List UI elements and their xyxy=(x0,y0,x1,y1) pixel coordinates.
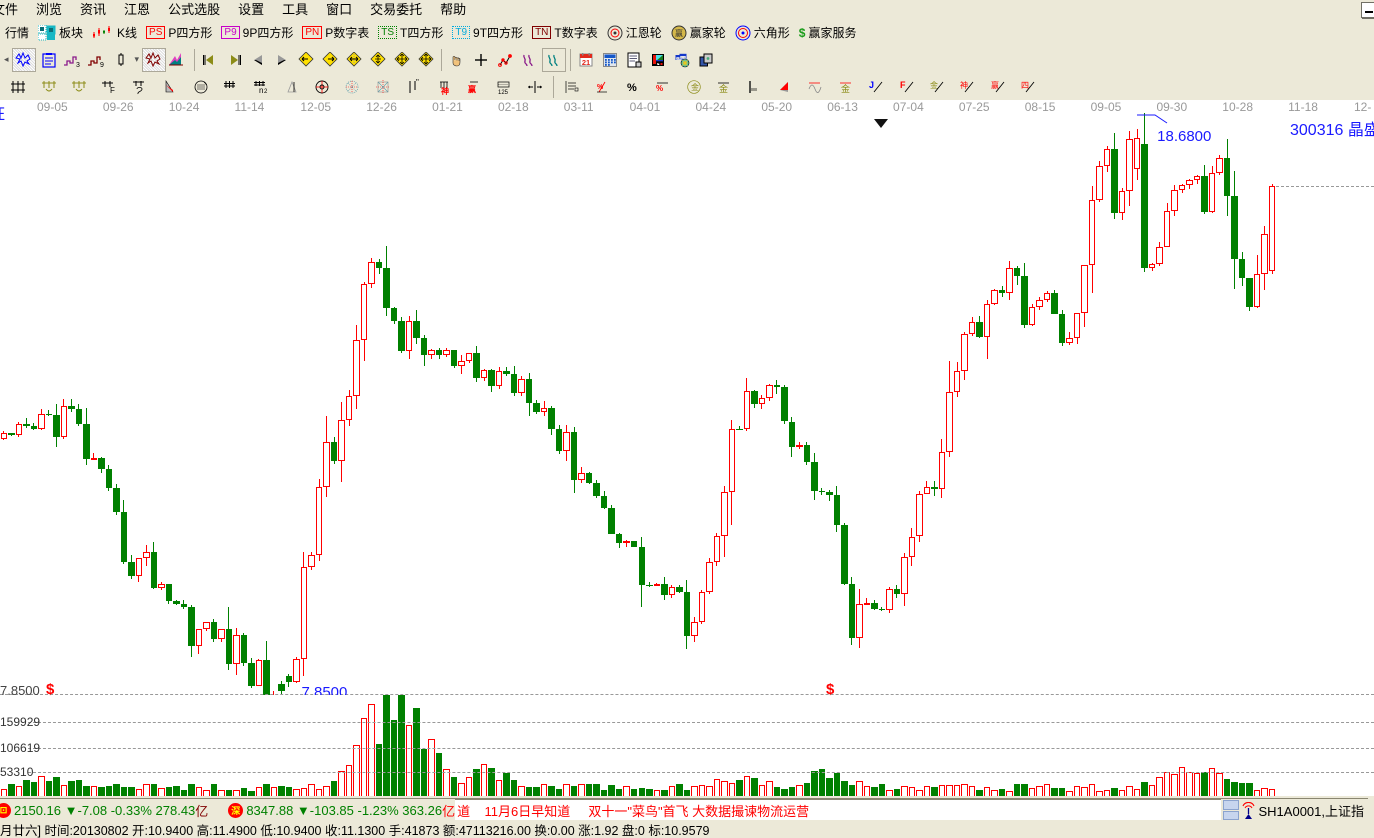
svg-text:金: 金 xyxy=(691,82,699,92)
svg-text:3: 3 xyxy=(76,62,80,68)
svg-text:125: 125 xyxy=(498,90,509,95)
svg-text:赢: 赢 xyxy=(675,28,683,38)
svg-text:9: 9 xyxy=(100,62,104,68)
svg-text:": " xyxy=(416,79,419,87)
svg-text:金: 金 xyxy=(930,80,938,90)
svg-text:%: % xyxy=(597,84,604,91)
svg-text:赢: 赢 xyxy=(468,84,476,94)
svg-text:2: 2 xyxy=(264,89,268,95)
svg-text:四: 四 xyxy=(1021,81,1029,90)
svg-text:金: 金 xyxy=(719,83,728,94)
svg-text:神: 神 xyxy=(960,80,968,90)
svg-text:%: % xyxy=(656,84,663,93)
svg-text:n: n xyxy=(259,86,263,95)
svg-text:J: J xyxy=(869,80,874,90)
svg-text:金: 金 xyxy=(841,83,850,94)
svg-text:F: F xyxy=(110,86,115,95)
svg-text:%: % xyxy=(627,82,637,94)
svg-text:赢: 赢 xyxy=(991,80,999,90)
svg-text:F: F xyxy=(900,80,906,90)
svg-text:21: 21 xyxy=(582,58,590,67)
svg-text:神: 神 xyxy=(441,86,449,95)
